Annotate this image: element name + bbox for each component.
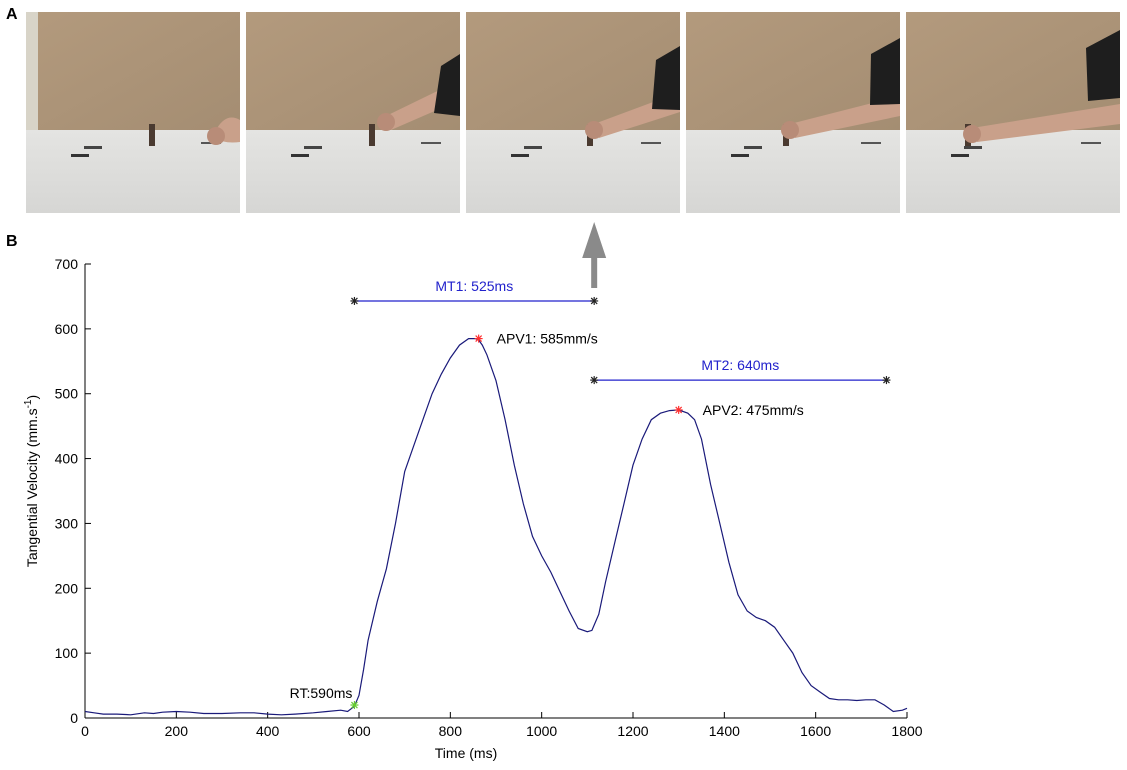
x-tick-label: 800: [439, 723, 463, 739]
x-tick-label: 400: [256, 723, 280, 739]
apv1-label: APV1: 585mm/s: [497, 331, 598, 347]
y-tick-label: 0: [70, 710, 78, 726]
mt1-interval-end-marker: [590, 296, 599, 305]
y-tick-label: 400: [55, 451, 79, 467]
video-frame-5: [906, 12, 1120, 213]
y-tick-label: 200: [55, 580, 79, 596]
x-tick-label: 1000: [526, 723, 557, 739]
mt1-interval-label: MT1: 525ms: [435, 278, 513, 294]
mt2-interval-start-marker: [590, 376, 599, 385]
mt2-interval-label: MT2: 640ms: [701, 357, 779, 373]
y-axis-label: Tangential Velocity (mm.s-1): [23, 395, 40, 567]
apv2-label: APV2: 475mm/s: [703, 402, 804, 418]
y-tick-label: 300: [55, 515, 79, 531]
video-frame-2: [246, 12, 460, 213]
x-tick-label: 200: [165, 723, 189, 739]
rt-label: RT:590ms: [290, 685, 353, 701]
y-tick-label: 100: [55, 645, 79, 661]
video-frame-1: [26, 12, 240, 213]
y-tick-label: 600: [55, 321, 79, 337]
apv1-marker: [474, 334, 483, 343]
mt1-interval-start-marker: [350, 296, 359, 305]
video-frame-4: [686, 12, 900, 213]
x-tick-label: 1800: [891, 723, 922, 739]
y-tick-label: 500: [55, 386, 79, 402]
apv2-marker: [674, 405, 683, 414]
velocity-trace: [84, 338, 908, 716]
frame-arrow-icon: [582, 222, 607, 288]
panel-label-b: B: [6, 233, 18, 250]
video-frame-3: [466, 12, 680, 213]
panel-label-a: A: [6, 6, 18, 23]
x-tick-label: 0: [81, 723, 89, 739]
x-tick-label: 1600: [800, 723, 831, 739]
x-axis-label: Time (ms): [435, 745, 497, 761]
rt-marker: [350, 701, 359, 710]
y-tick-label: 700: [55, 256, 79, 272]
x-tick-label: 600: [347, 723, 371, 739]
x-tick-label: 1400: [709, 723, 740, 739]
x-tick-label: 1200: [617, 723, 648, 739]
mt2-interval-end-marker: [882, 376, 891, 385]
